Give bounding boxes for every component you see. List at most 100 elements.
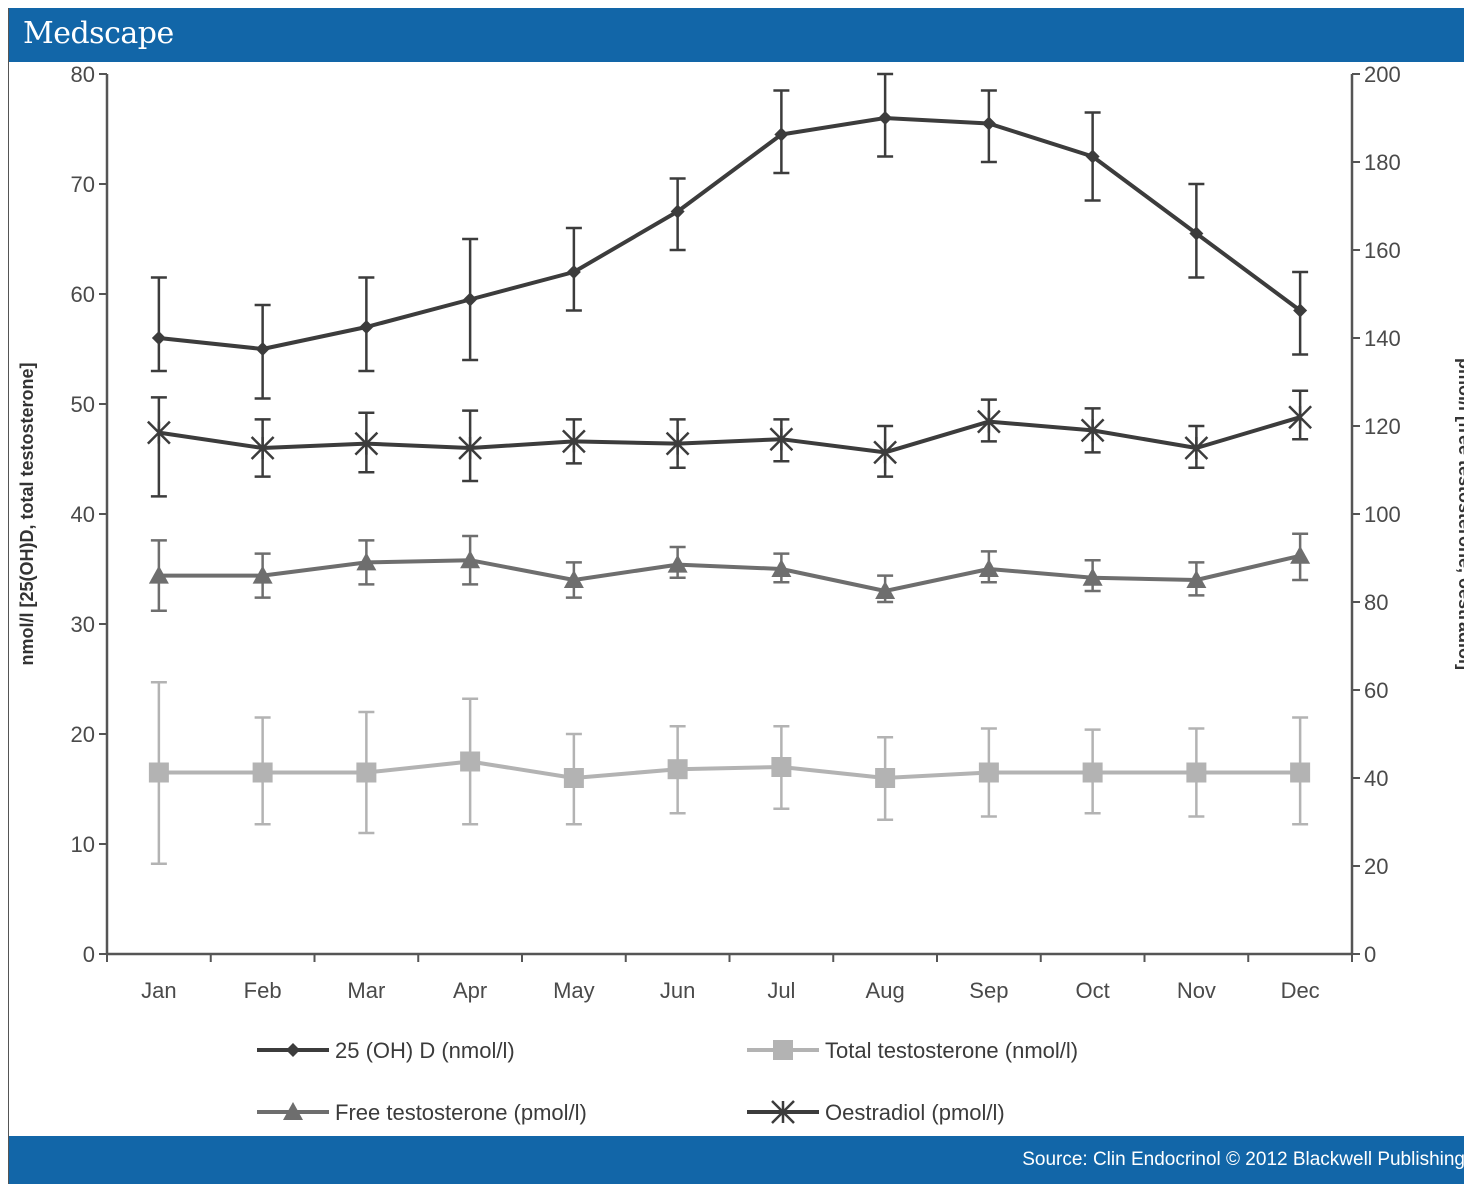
y-tick-label-right: 140 bbox=[1364, 326, 1401, 351]
series-line-square bbox=[158, 759, 1301, 780]
x-tick-label: Jul bbox=[767, 978, 795, 1003]
y-tick-label-right: 20 bbox=[1364, 854, 1388, 879]
y-tick-label-right: 120 bbox=[1364, 414, 1401, 439]
y-tick-label-right: 60 bbox=[1364, 678, 1388, 703]
y-axis-title-right: pmol/l [free testosterone, oestradiol] bbox=[1455, 358, 1464, 670]
series-line-asterisk bbox=[158, 415, 1301, 455]
data-point-triangle bbox=[252, 565, 273, 584]
data-point-asterisk bbox=[873, 440, 898, 465]
data-point-diamond bbox=[774, 127, 789, 142]
data-point-triangle bbox=[563, 570, 584, 588]
data-point-triangle bbox=[1186, 570, 1207, 588]
legend-label: 25 (OH) D (nmol/l) bbox=[335, 1038, 515, 1063]
data-point-asterisk bbox=[354, 431, 379, 456]
data-point-asterisk bbox=[250, 436, 275, 460]
source-credit: Source: Clin Endocrinol © 2012 Blackwell… bbox=[1022, 1149, 1464, 1170]
data-point-diamond bbox=[566, 265, 581, 279]
y-tick-label-left: 20 bbox=[71, 722, 95, 747]
data-point-asterisk bbox=[146, 420, 171, 445]
legend-label: Free testosterone (pmol/l) bbox=[335, 1100, 587, 1125]
series-line-triangle bbox=[158, 553, 1301, 593]
data-point-asterisk bbox=[1184, 436, 1209, 460]
data-point-diamond bbox=[670, 204, 685, 219]
x-tick-label: May bbox=[553, 978, 595, 1003]
x-tick-label: Aug bbox=[866, 978, 905, 1003]
y-tick-label-right: 160 bbox=[1364, 238, 1401, 263]
data-point-diamond bbox=[1189, 226, 1204, 241]
x-tick-label: Sep bbox=[969, 978, 1008, 1003]
y-tick-label-right: 0 bbox=[1364, 942, 1376, 967]
data-point-square bbox=[978, 762, 999, 783]
data-point-triangle bbox=[667, 554, 688, 573]
data-point-square bbox=[460, 751, 481, 772]
data-point-square bbox=[1186, 762, 1207, 783]
brand-logo: Medscape bbox=[23, 16, 174, 51]
y-tick-label-left: 0 bbox=[83, 942, 95, 967]
y-tick-label-right: 40 bbox=[1364, 766, 1388, 791]
legend-label: Oestradiol (pmol/l) bbox=[825, 1100, 1005, 1125]
data-point-asterisk bbox=[458, 436, 483, 460]
data-point-triangle bbox=[1082, 567, 1103, 586]
data-point-triangle bbox=[148, 565, 169, 584]
data-point-square bbox=[667, 759, 688, 780]
legend-marker-triangle bbox=[283, 1102, 303, 1120]
y-tick-label-right: 200 bbox=[1364, 62, 1401, 87]
data-point-diamond bbox=[151, 331, 166, 345]
data-point-triangle bbox=[1290, 545, 1311, 564]
x-tick-label: Jan bbox=[141, 978, 176, 1003]
y-tick-label-left: 50 bbox=[71, 392, 95, 417]
header-bar: Medscape bbox=[9, 8, 1464, 62]
data-point-asterisk bbox=[769, 427, 794, 452]
y-tick-label-left: 60 bbox=[71, 282, 95, 307]
data-point-diamond bbox=[359, 320, 374, 334]
y-tick-label-right: 180 bbox=[1364, 150, 1401, 175]
series-line-diamond bbox=[158, 116, 1302, 351]
data-point-square bbox=[771, 757, 792, 777]
x-tick-label: Oct bbox=[1076, 978, 1110, 1003]
data-point-asterisk bbox=[561, 429, 586, 454]
data-point-square bbox=[563, 768, 584, 788]
data-point-square bbox=[1290, 762, 1311, 783]
data-point-square bbox=[1082, 762, 1103, 783]
data-point-asterisk bbox=[665, 431, 690, 456]
data-point-square bbox=[252, 762, 273, 783]
y-axis-title-left: nmol/l [25(OH)D, total testosterone] bbox=[17, 362, 37, 665]
data-point-square bbox=[875, 768, 896, 788]
x-tick-label: Apr bbox=[453, 978, 487, 1003]
y-tick-label-left: 10 bbox=[71, 832, 95, 857]
data-point-diamond bbox=[981, 116, 996, 131]
legend-marker-asterisk bbox=[771, 1100, 795, 1124]
legend-marker-square bbox=[773, 1040, 793, 1060]
x-tick-label: Nov bbox=[1177, 978, 1216, 1003]
x-tick-label: Mar bbox=[347, 978, 385, 1003]
legend-marker-diamond bbox=[286, 1043, 300, 1057]
figure-frame: Medscape 0 10 20 30 40 50 60 70 80 0 20 40 60 80 100 12… bbox=[8, 8, 1464, 1184]
x-tick-label: Feb bbox=[244, 978, 282, 1003]
x-tick-label: Dec bbox=[1281, 978, 1320, 1003]
y-tick-label-left: 70 bbox=[71, 172, 95, 197]
legend-label: Total testosterone (nmol/l) bbox=[825, 1038, 1078, 1063]
footer-bar: Source: Clin Endocrinol © 2012 Blackwell… bbox=[9, 1136, 1464, 1184]
data-point-triangle bbox=[978, 559, 999, 577]
data-point-asterisk bbox=[1080, 418, 1105, 443]
x-tick-label: Jun bbox=[660, 978, 695, 1003]
data-point-diamond bbox=[463, 292, 478, 307]
y-tick-label-right: 100 bbox=[1364, 502, 1401, 527]
y-tick-label-left: 40 bbox=[71, 502, 95, 527]
y-tick-label-left: 30 bbox=[71, 612, 95, 637]
data-point-square bbox=[148, 762, 169, 783]
data-point-square bbox=[356, 762, 377, 783]
data-point-diamond bbox=[1293, 303, 1308, 318]
data-point-diamond bbox=[878, 111, 893, 125]
data-point-asterisk bbox=[1288, 405, 1313, 430]
data-point-triangle bbox=[771, 559, 792, 577]
data-point-asterisk bbox=[976, 409, 1001, 434]
y-tick-label-left: 80 bbox=[71, 62, 95, 87]
data-point-triangle bbox=[875, 581, 896, 599]
line-chart: 0 10 20 30 40 50 60 70 80 0 20 40 60 80 100 120 140 160 18… bbox=[17, 62, 1464, 1125]
data-point-diamond bbox=[255, 342, 270, 356]
data-point-diamond bbox=[1085, 149, 1100, 164]
data-point-triangle bbox=[356, 552, 377, 571]
data-point-triangle bbox=[460, 550, 481, 569]
y-tick-label-right: 80 bbox=[1364, 590, 1388, 615]
